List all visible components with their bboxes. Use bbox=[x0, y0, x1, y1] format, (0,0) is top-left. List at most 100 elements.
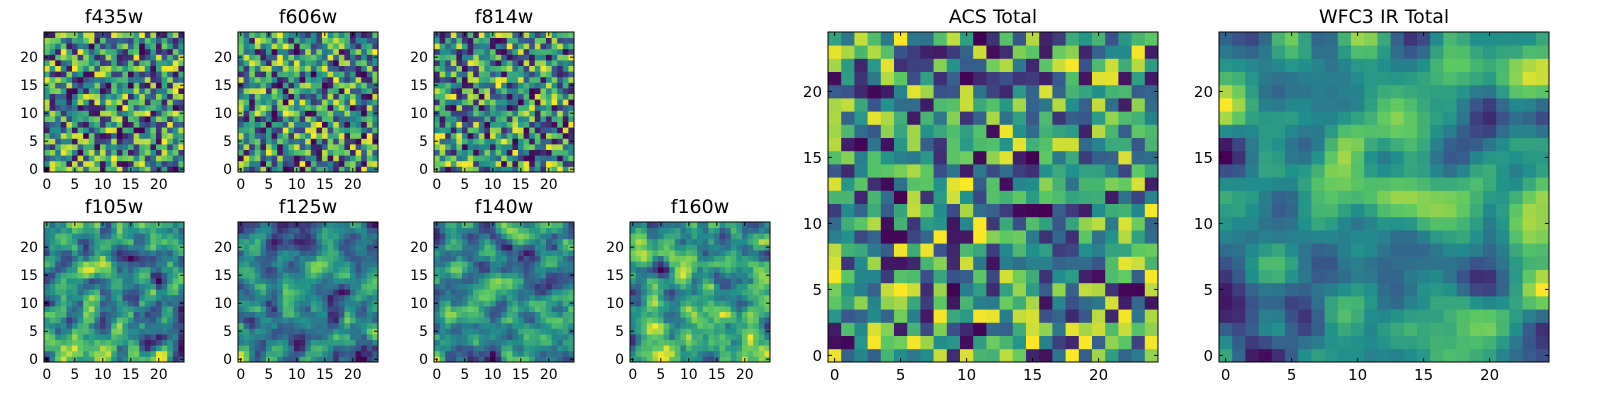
heatmap-cell bbox=[60, 356, 67, 363]
heatmap-cell bbox=[105, 149, 112, 156]
heatmap-cell bbox=[512, 37, 519, 44]
heatmap-cell bbox=[742, 261, 748, 268]
heatmap-cell bbox=[1105, 322, 1119, 336]
heatmap-cell bbox=[150, 65, 157, 72]
heatmap-cell bbox=[445, 345, 452, 352]
heatmap-cell bbox=[529, 99, 536, 106]
heatmap-cell bbox=[322, 311, 328, 318]
heatmap-cell bbox=[546, 261, 552, 268]
x-tick-label: 5 bbox=[460, 177, 469, 193]
heatmap-cell bbox=[490, 283, 496, 290]
heatmap-cell bbox=[686, 339, 692, 346]
heatmap-cell bbox=[445, 278, 452, 284]
heatmap-cell bbox=[462, 339, 468, 346]
heatmap-cell bbox=[450, 345, 457, 352]
heatmap-cell bbox=[518, 227, 524, 234]
heatmap-cell bbox=[161, 43, 168, 50]
heatmap-cell bbox=[691, 278, 698, 284]
heatmap-cell bbox=[282, 54, 289, 61]
heatmap-cell bbox=[730, 278, 737, 284]
heatmap-cell bbox=[288, 127, 295, 134]
y-tick-label: 0 bbox=[223, 162, 232, 178]
heatmap-cell bbox=[100, 99, 106, 106]
heatmap-cell bbox=[372, 311, 379, 318]
heatmap-cell bbox=[83, 37, 90, 44]
heatmap-cell bbox=[450, 356, 457, 363]
heatmap-cell bbox=[445, 328, 452, 335]
heatmap-cell bbox=[350, 272, 356, 279]
heatmap-cell bbox=[133, 250, 140, 256]
heatmap-cell bbox=[49, 311, 56, 318]
heatmap-cell bbox=[490, 339, 496, 346]
heatmap-cell bbox=[249, 356, 256, 363]
heatmap-cell bbox=[730, 222, 737, 228]
heatmap-cell bbox=[72, 144, 78, 150]
heatmap-cell bbox=[1078, 190, 1093, 204]
heatmap-cell bbox=[172, 160, 179, 167]
heatmap-cell bbox=[116, 227, 123, 234]
heatmap-cell bbox=[484, 350, 491, 357]
heatmap-cell bbox=[920, 269, 934, 284]
heatmap-cell bbox=[372, 266, 379, 273]
heatmap-cell bbox=[529, 266, 536, 273]
heatmap-cell bbox=[88, 255, 95, 262]
heatmap-cell bbox=[478, 300, 485, 307]
heatmap-cell bbox=[523, 32, 530, 38]
heatmap-cell bbox=[960, 256, 974, 270]
heatmap-cell bbox=[708, 244, 715, 251]
heatmap-cell bbox=[333, 283, 340, 290]
heatmap-cell bbox=[310, 255, 317, 262]
heatmap-cell bbox=[139, 155, 146, 162]
heatmap-cell bbox=[523, 227, 530, 234]
heatmap-cell bbox=[277, 311, 284, 318]
heatmap-cell bbox=[529, 227, 536, 234]
heatmap-cell bbox=[327, 99, 334, 106]
heatmap-cell bbox=[305, 238, 312, 245]
heatmap-cell bbox=[144, 294, 151, 301]
heatmap-cell bbox=[49, 65, 56, 72]
heatmap-cell bbox=[167, 54, 174, 61]
heatmap-cell bbox=[467, 356, 474, 363]
heatmap-cell bbox=[445, 32, 452, 38]
panel-title: ACS Total bbox=[948, 6, 1038, 28]
heatmap-cell bbox=[557, 283, 564, 290]
heatmap-cell bbox=[128, 227, 134, 234]
heatmap-cell bbox=[434, 48, 440, 55]
heatmap-cell bbox=[299, 110, 306, 117]
heatmap-cell bbox=[133, 222, 140, 228]
heatmap-cell bbox=[271, 345, 278, 352]
heatmap-cell bbox=[473, 54, 480, 61]
heatmap-cell bbox=[139, 227, 146, 234]
heatmap-cell bbox=[167, 104, 174, 111]
heatmap-cell bbox=[249, 138, 256, 145]
heatmap-cell bbox=[72, 93, 78, 100]
heatmap-cell bbox=[973, 230, 987, 244]
heatmap-cell bbox=[445, 261, 452, 268]
heatmap-cell bbox=[473, 244, 480, 251]
heatmap-cell bbox=[288, 250, 295, 256]
heatmap-cell bbox=[1065, 348, 1080, 363]
heatmap-cell bbox=[512, 317, 519, 324]
heatmap-cell bbox=[680, 306, 687, 312]
heatmap-cell bbox=[254, 317, 261, 324]
heatmap-cell bbox=[973, 309, 987, 323]
heatmap-cell bbox=[294, 99, 300, 106]
heatmap-cell bbox=[156, 160, 162, 167]
heatmap-cell bbox=[111, 311, 118, 318]
heatmap-cell bbox=[708, 250, 715, 256]
heatmap-cell bbox=[867, 322, 882, 336]
heatmap-cell bbox=[753, 306, 760, 312]
heatmap-cell bbox=[60, 166, 67, 173]
heatmap-cell bbox=[462, 71, 468, 78]
heatmap-cell bbox=[128, 261, 134, 268]
heatmap-cell bbox=[462, 294, 468, 301]
heatmap-cell bbox=[495, 272, 502, 279]
heatmap-cell bbox=[72, 99, 78, 106]
heatmap-cell bbox=[467, 272, 474, 279]
heatmap-cell bbox=[44, 311, 50, 318]
heatmap-cell bbox=[512, 300, 519, 307]
heatmap-cell bbox=[88, 71, 95, 78]
heatmap-cell bbox=[144, 266, 151, 273]
heatmap-cell bbox=[133, 317, 140, 324]
